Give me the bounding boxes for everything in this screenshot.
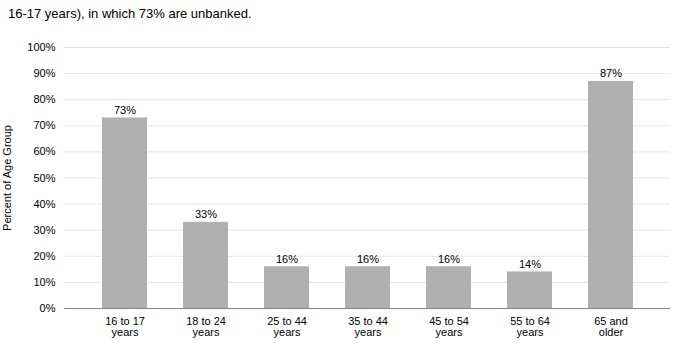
svg-text:10%: 10%	[33, 276, 55, 288]
svg-text:25 to 44years: 25 to 44years	[267, 315, 307, 338]
svg-text:20%: 20%	[33, 250, 55, 262]
svg-text:16 to 17years: 16 to 17years	[105, 315, 145, 338]
svg-text:55 to 64years: 55 to 64years	[510, 315, 550, 338]
svg-text:80%: 80%	[33, 93, 55, 105]
svg-text:16%: 16%	[276, 253, 298, 265]
svg-text:Percent of Age Group: Percent of Age Group	[1, 125, 13, 231]
svg-text:65 andolder: 65 andolder	[594, 315, 628, 338]
svg-text:70%: 70%	[33, 119, 55, 131]
svg-text:18 to 24years: 18 to 24years	[186, 315, 226, 338]
svg-text:100%: 100%	[27, 41, 55, 53]
svg-text:16%: 16%	[357, 253, 379, 265]
svg-text:45 to 54years: 45 to 54years	[429, 315, 469, 338]
svg-text:0%: 0%	[40, 302, 56, 314]
svg-text:33%: 33%	[195, 208, 217, 220]
svg-text:73%: 73%	[114, 104, 136, 116]
svg-text:35 to 44years: 35 to 44years	[348, 315, 388, 338]
svg-text:16%: 16%	[438, 253, 460, 265]
svg-text:87%: 87%	[600, 67, 622, 79]
svg-text:40%: 40%	[33, 198, 55, 210]
svg-text:30%: 30%	[33, 224, 55, 236]
svg-text:60%: 60%	[33, 145, 55, 157]
svg-text:14%: 14%	[519, 258, 541, 270]
html-text:16-17 years), in which 73% are: 16-17 years), in which 73% are unbanked.	[8, 6, 252, 21]
svg-text:50%: 50%	[33, 172, 55, 184]
svg-text:90%: 90%	[33, 67, 55, 79]
